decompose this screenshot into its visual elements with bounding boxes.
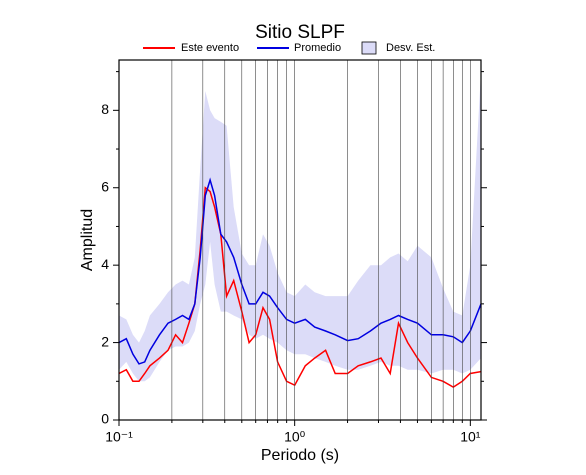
chart-title: Sitio SLPF xyxy=(255,22,345,43)
plot-frame xyxy=(118,59,482,421)
series-line xyxy=(119,186,481,388)
legend-label: Desv. Est. xyxy=(386,42,435,54)
legend-swatch xyxy=(361,41,377,55)
x-tick-label: 10¹ xyxy=(460,429,481,445)
x-tick-label: 10⁰ xyxy=(284,429,306,445)
std-band xyxy=(119,71,481,382)
y-axis-label: Amplitud xyxy=(79,209,96,271)
y-tick-label: 0 xyxy=(101,411,109,427)
series-line xyxy=(119,177,481,365)
x-tick-label: 10⁻¹ xyxy=(105,429,133,445)
y-tick-label: 4 xyxy=(101,256,109,272)
y-tick-label: 6 xyxy=(101,178,109,194)
x-axis-label: Periodo (s) xyxy=(261,447,339,464)
legend-label: Este evento xyxy=(181,42,239,54)
legend-label: Promedio xyxy=(294,42,341,54)
y-tick-label: 8 xyxy=(101,101,109,117)
y-tick-label: 2 xyxy=(101,333,109,349)
plot-area xyxy=(119,71,481,388)
